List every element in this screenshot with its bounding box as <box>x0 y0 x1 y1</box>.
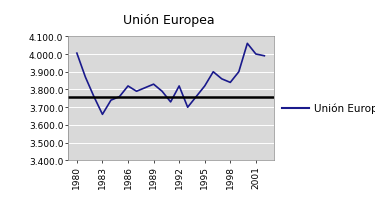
Text: Unión Europea: Unión Europea <box>314 103 375 113</box>
Unión Europea <box>143 87 147 90</box>
Unión Europea <box>202 85 207 88</box>
Unión Europea <box>134 91 139 93</box>
Unión Europea <box>75 53 79 55</box>
Unión Europea <box>254 54 258 56</box>
Unión Europea <box>152 83 156 86</box>
Unión Europea <box>160 91 164 93</box>
Line: Unión Europea: Unión Europea <box>77 44 264 115</box>
Unión Europea <box>177 85 182 88</box>
Unión Europea <box>92 96 96 98</box>
Unión Europea <box>185 107 190 109</box>
Text: Unión Europea: Unión Europea <box>123 14 214 27</box>
Unión Europea <box>100 114 105 116</box>
Unión Europea <box>109 99 113 102</box>
Unión Europea <box>117 96 122 98</box>
Unión Europea <box>262 55 267 58</box>
Unión Europea <box>168 101 173 104</box>
Unión Europea <box>126 85 130 88</box>
Unión Europea <box>219 78 224 81</box>
Unión Europea <box>228 82 232 84</box>
Unión Europea <box>237 71 241 74</box>
Unión Europea <box>245 43 250 45</box>
Unión Europea <box>194 96 198 98</box>
Unión Europea <box>211 71 216 74</box>
Unión Europea <box>83 76 88 79</box>
